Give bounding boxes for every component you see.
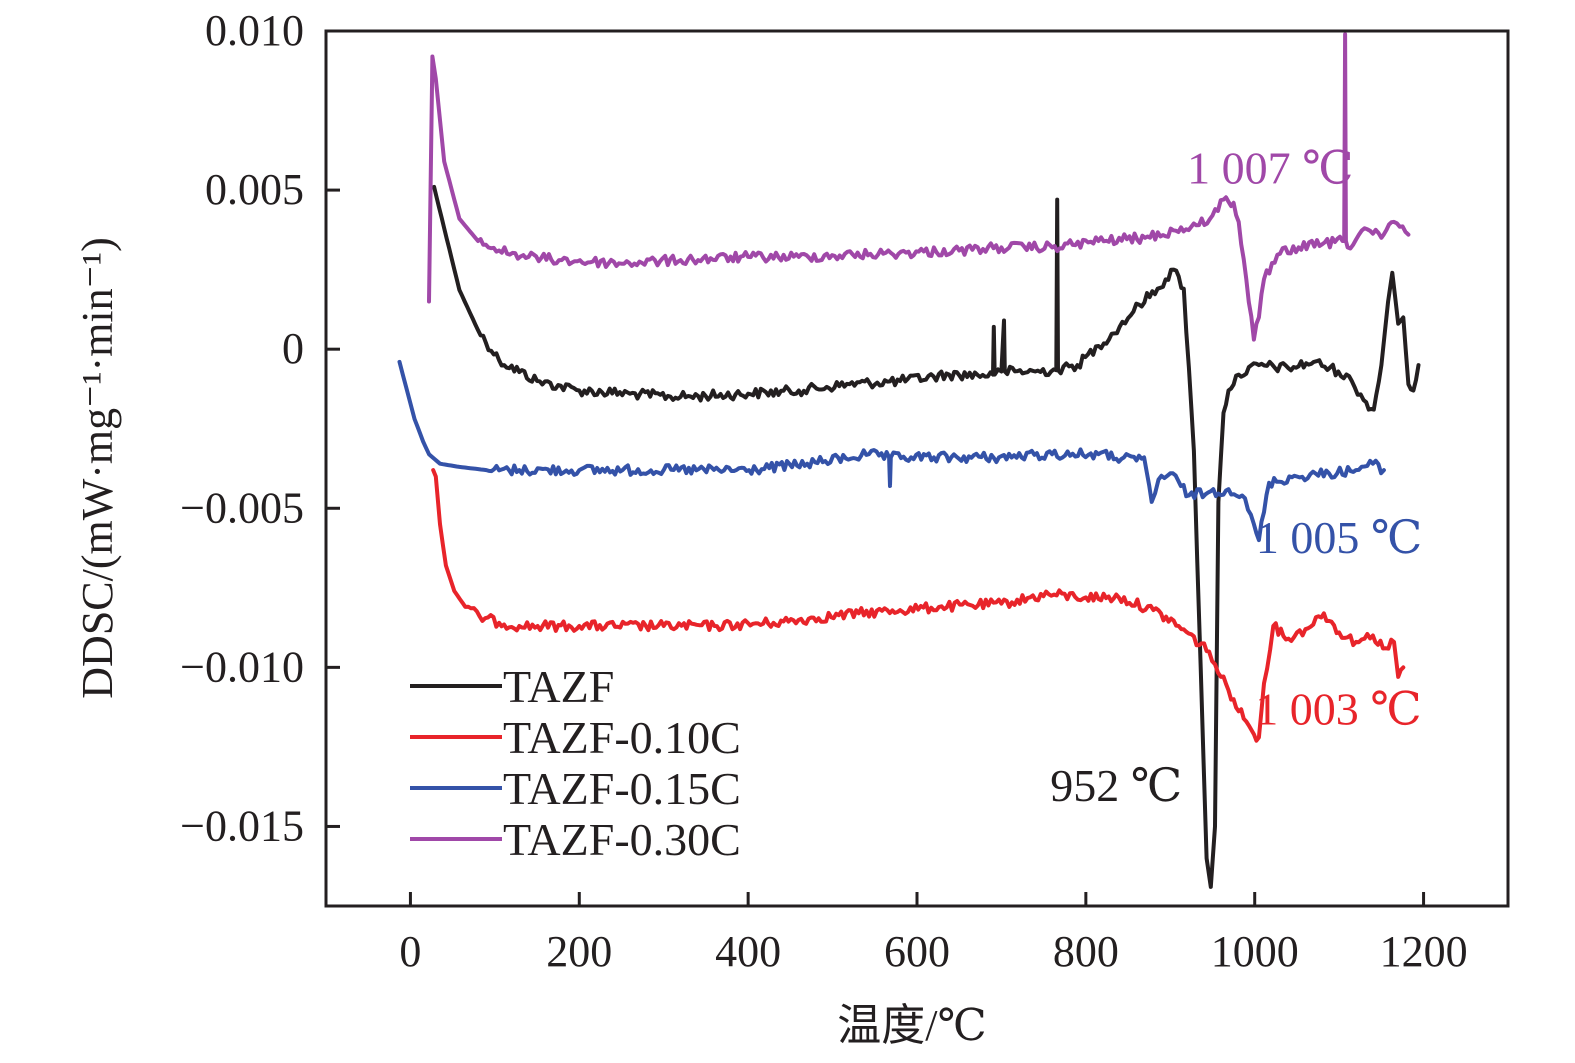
series-layer — [397, 32, 1421, 889]
peak-annotation: 1 003 ℃ — [1255, 684, 1421, 735]
x-tick-label: 600 — [884, 927, 950, 976]
series-line — [432, 184, 1421, 889]
x-tick-label: 400 — [715, 927, 781, 976]
legend-item: TAZF-0.30C — [410, 814, 741, 865]
peak-annotation: 1 007 ℃ — [1187, 143, 1353, 194]
legend-label: TAZF-0.30C — [503, 814, 741, 865]
legend-item: TAZF — [410, 661, 614, 712]
legend-label: TAZF-0.15C — [503, 763, 741, 814]
series-tazf-0-15c — [397, 359, 1386, 543]
y-tick-label: −0.010 — [180, 642, 304, 691]
y-tick-label: −0.005 — [180, 483, 304, 532]
x-axis-title: 温度/℃ — [837, 1001, 986, 1050]
legend-label: TAZF — [503, 661, 614, 712]
y-axis-title: DDSC/(mW·mg⁻¹·min⁻¹) — [73, 237, 122, 698]
x-tick-label: 200 — [546, 927, 612, 976]
y-tick-label: 0 — [282, 324, 304, 373]
x-axis: 0 200 400 600 800 1000 1200 — [399, 892, 1468, 976]
legend-item: TAZF-0.15C — [410, 763, 741, 814]
x-tick-label: 0 — [399, 927, 421, 976]
series-tazf-0-30c — [427, 32, 1411, 342]
x-tick-label: 800 — [1053, 927, 1119, 976]
x-tick-label: 1200 — [1380, 927, 1468, 976]
y-tick-label: −0.015 — [180, 801, 304, 850]
series-line — [431, 468, 1406, 743]
y-axis: 0.010 0.005 0 −0.005 −0.010 −0.015 — [180, 6, 340, 850]
peak-annotation: 1 005 ℃ — [1256, 512, 1422, 563]
peak-annotation: 952 ℃ — [1050, 760, 1182, 811]
legend-label: TAZF-0.10C — [503, 712, 741, 763]
annotations: 1 007 ℃ 1 005 ℃ 1 003 ℃ 952 ℃ — [1050, 143, 1422, 811]
x-tick-label: 1000 — [1211, 927, 1299, 976]
series-line — [427, 32, 1411, 342]
y-tick-label: 0.005 — [205, 165, 304, 214]
legend-item: TAZF-0.10C — [410, 712, 741, 763]
series-tazf — [432, 184, 1421, 889]
y-tick-label: 0.010 — [205, 6, 304, 55]
series-line — [397, 359, 1386, 543]
series-tazf-0-10c — [431, 468, 1406, 743]
